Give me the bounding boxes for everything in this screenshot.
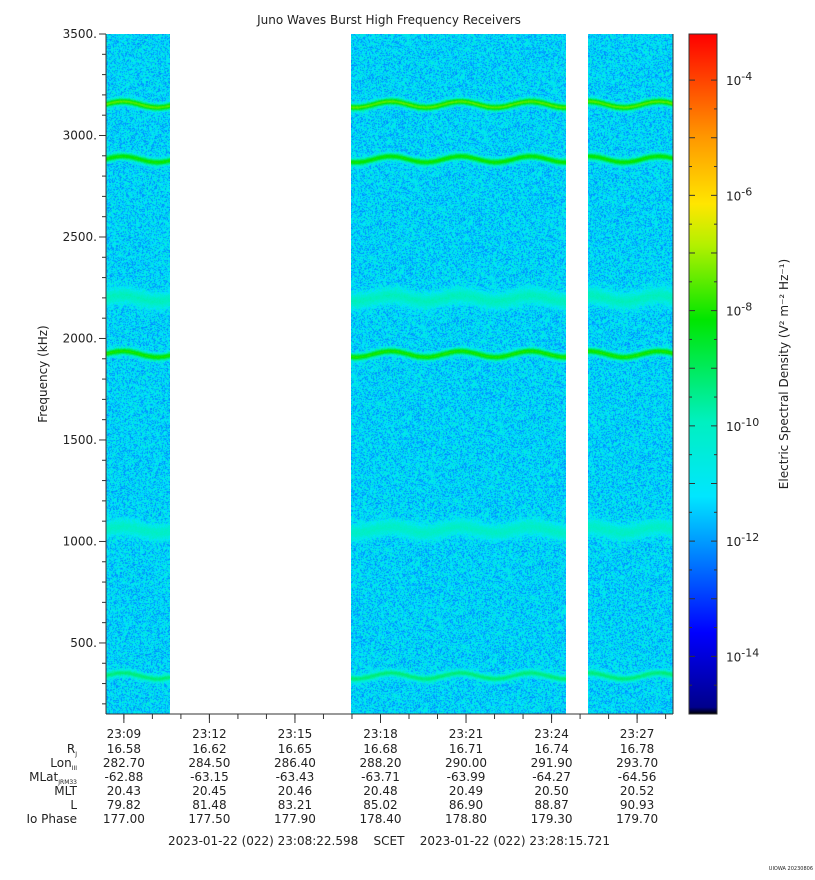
spectrogram-canvas (106, 34, 170, 714)
x-tick-label: 23:09 (107, 727, 142, 741)
x-tick-label: 23:12 (192, 727, 227, 741)
colorbar-tick-label: 10-14 (726, 646, 759, 664)
x-tick-label: 23:21 (449, 727, 484, 741)
y-tick-label: 3500. (63, 27, 97, 41)
spectrogram-segment (588, 34, 673, 714)
colorbar-tick-label: 10-8 (726, 301, 752, 319)
y-tick-label: 2500. (63, 230, 97, 244)
plot-frame (105, 34, 674, 715)
time-axis: 23:09 23:12 23:15 23:18 23:21 23:24 23:27 (107, 714, 667, 741)
y-axis-label: Frequency (kHz) (36, 325, 50, 422)
spectrogram-canvas (351, 34, 566, 714)
x-tick-label: 23:18 (363, 727, 398, 741)
x-tick-label: 23:15 (278, 727, 313, 741)
spectrogram-canvas (588, 34, 673, 714)
spectrogram-image (106, 34, 673, 714)
y-tick-label: 3000. (63, 128, 97, 142)
colorbar-label: Electric Spectral Density (V² m⁻² Hz⁻¹) (777, 259, 791, 489)
frequency-axis: 500. 1000. 1500. 2000. 2500. 3000. 3500. (63, 27, 106, 705)
spectrogram-segment (351, 34, 566, 714)
y-tick-label: 1000. (63, 534, 97, 548)
colorbar-tick-label: 10-12 (726, 531, 759, 549)
spectrogram-segment (106, 34, 170, 714)
y-tick-label: 1500. (63, 433, 97, 447)
y-tick-label: 500. (70, 636, 97, 650)
colorbar: 10-14 10-12 10-10 10-8 10-6 10-4 (688, 33, 759, 715)
chart-title: Juno Waves Burst High Frequency Receiver… (256, 13, 521, 27)
credit-text: UIOWA 20230806 (768, 866, 813, 872)
colorbar-tick-label: 10-10 (726, 416, 759, 434)
colorbar-gradient (688, 33, 718, 715)
x-tick-label: 23:27 (620, 727, 655, 741)
colorbar-tick-label: 10-4 (726, 70, 752, 88)
colorbar-tick-label: 10-6 (726, 185, 752, 203)
x-tick-label: 23:24 (534, 727, 569, 741)
y-tick-label: 2000. (63, 331, 97, 345)
